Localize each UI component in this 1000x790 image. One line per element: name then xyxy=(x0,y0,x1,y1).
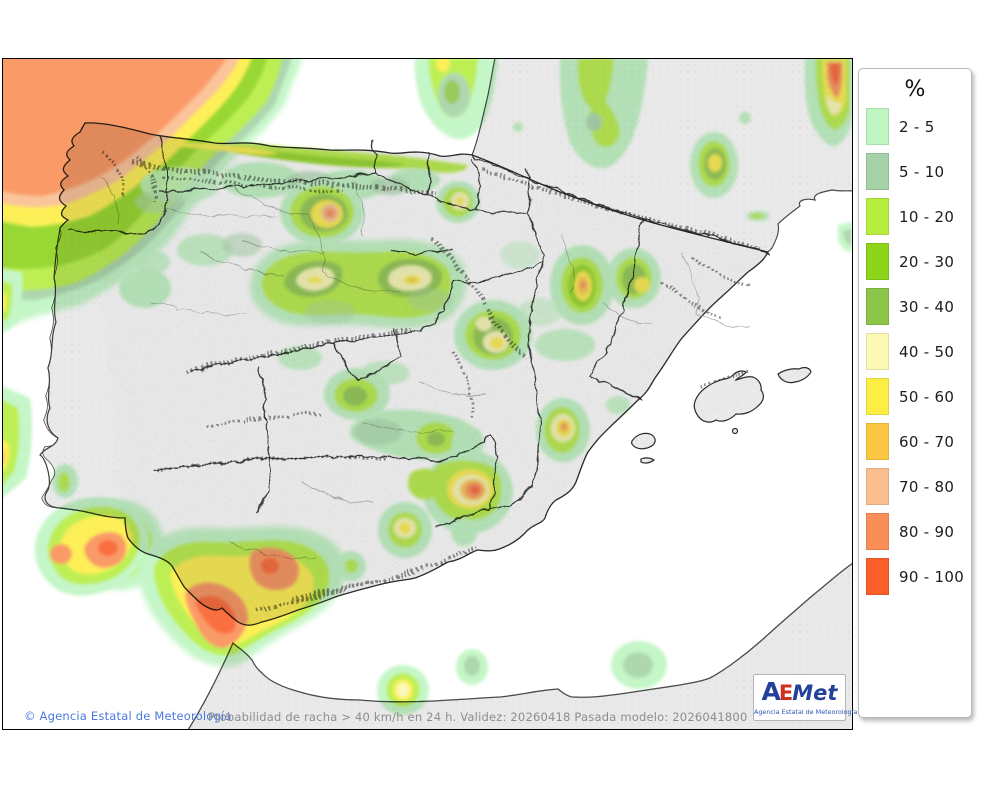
probability-overlay xyxy=(3,59,852,715)
logo-letter-e: E xyxy=(778,681,794,705)
prob-blob-albacete xyxy=(349,409,484,460)
prob-blob-gulf-of-lion xyxy=(804,59,852,252)
legend-label: 40 - 50 xyxy=(899,342,955,361)
prob-blob-burgos xyxy=(280,179,364,245)
legend-swatch xyxy=(866,198,889,235)
legend-label: 5 - 10 xyxy=(899,162,945,181)
prob-blob-soria xyxy=(249,239,467,329)
legend-label: 80 - 90 xyxy=(899,522,955,541)
legend-row: 80 - 90 xyxy=(866,513,971,550)
africa-land xyxy=(187,562,852,729)
legend-row: 30 - 40 xyxy=(866,288,971,325)
footer-info: Probabilidad de racha > 40 km/h en 24 h.… xyxy=(208,710,748,724)
prob-blob-zaragoza xyxy=(550,245,661,325)
legend-label: 2 - 5 xyxy=(899,117,935,136)
prob-blob-scattered xyxy=(134,233,630,414)
prob-blob-navarra xyxy=(436,181,480,223)
prob-blob-portugal xyxy=(3,268,171,596)
prob-blob-valencia xyxy=(536,398,590,462)
balearic-islands xyxy=(631,366,812,464)
legend-swatch xyxy=(866,378,889,415)
legend-title: % xyxy=(904,77,926,102)
legend: % 2 - 5 5 - 10 10 - 20 20 - 30 30 - 40 4… xyxy=(858,68,972,718)
prob-blob-biscay-bands xyxy=(414,59,648,169)
legend-row: 90 - 100 xyxy=(866,558,971,595)
legend-swatch xyxy=(866,423,889,460)
logo-letters-met: Met xyxy=(792,681,838,705)
legend-row: 70 - 80 xyxy=(866,468,971,505)
prob-blob-guadalajara xyxy=(324,361,410,420)
legend-swatch xyxy=(866,333,889,370)
legend-label: 30 - 40 xyxy=(899,297,955,316)
legend-label: 20 - 30 xyxy=(899,252,955,271)
prob-blob-perpignan xyxy=(690,112,770,221)
legend-swatch xyxy=(866,153,889,190)
legend-row: 60 - 70 xyxy=(866,423,971,460)
legend-swatch xyxy=(866,513,889,550)
prob-blob-teruel xyxy=(454,300,532,370)
legend-label: 50 - 60 xyxy=(899,387,955,406)
legend-label: 60 - 70 xyxy=(899,432,955,451)
legend-label: 90 - 100 xyxy=(899,567,965,586)
legend-row: 50 - 60 xyxy=(866,378,971,415)
legend-row: 2 - 5 xyxy=(866,108,971,145)
legend-row: 5 - 10 xyxy=(866,153,971,190)
map-frame-border xyxy=(2,58,853,730)
legend-label: 70 - 80 xyxy=(899,477,955,496)
legend-swatch xyxy=(866,288,889,325)
legend-swatch xyxy=(866,108,889,145)
footer-copyright: © Agencia Estatal de Meteorología xyxy=(24,709,232,723)
legend-row: 20 - 30 xyxy=(866,243,971,280)
aemet-logo-caption: Agencia Estatal de Meteorología xyxy=(754,708,858,716)
legend-swatch xyxy=(866,558,889,595)
legend-swatch xyxy=(866,243,889,280)
aemet-logo-wordmark: AEMet xyxy=(754,677,845,707)
prob-blob-murcia xyxy=(408,450,513,546)
legend-row: 10 - 20 xyxy=(866,198,971,235)
aemet-logo: AEMet Agencia Estatal de Meteorología xyxy=(753,674,858,721)
legend-row: 40 - 50 xyxy=(866,333,971,370)
prob-blob-alboran xyxy=(377,641,667,715)
legend-label: 10 - 20 xyxy=(899,207,955,226)
logo-letter-a: A xyxy=(761,677,781,706)
legend-swatch xyxy=(866,468,889,505)
